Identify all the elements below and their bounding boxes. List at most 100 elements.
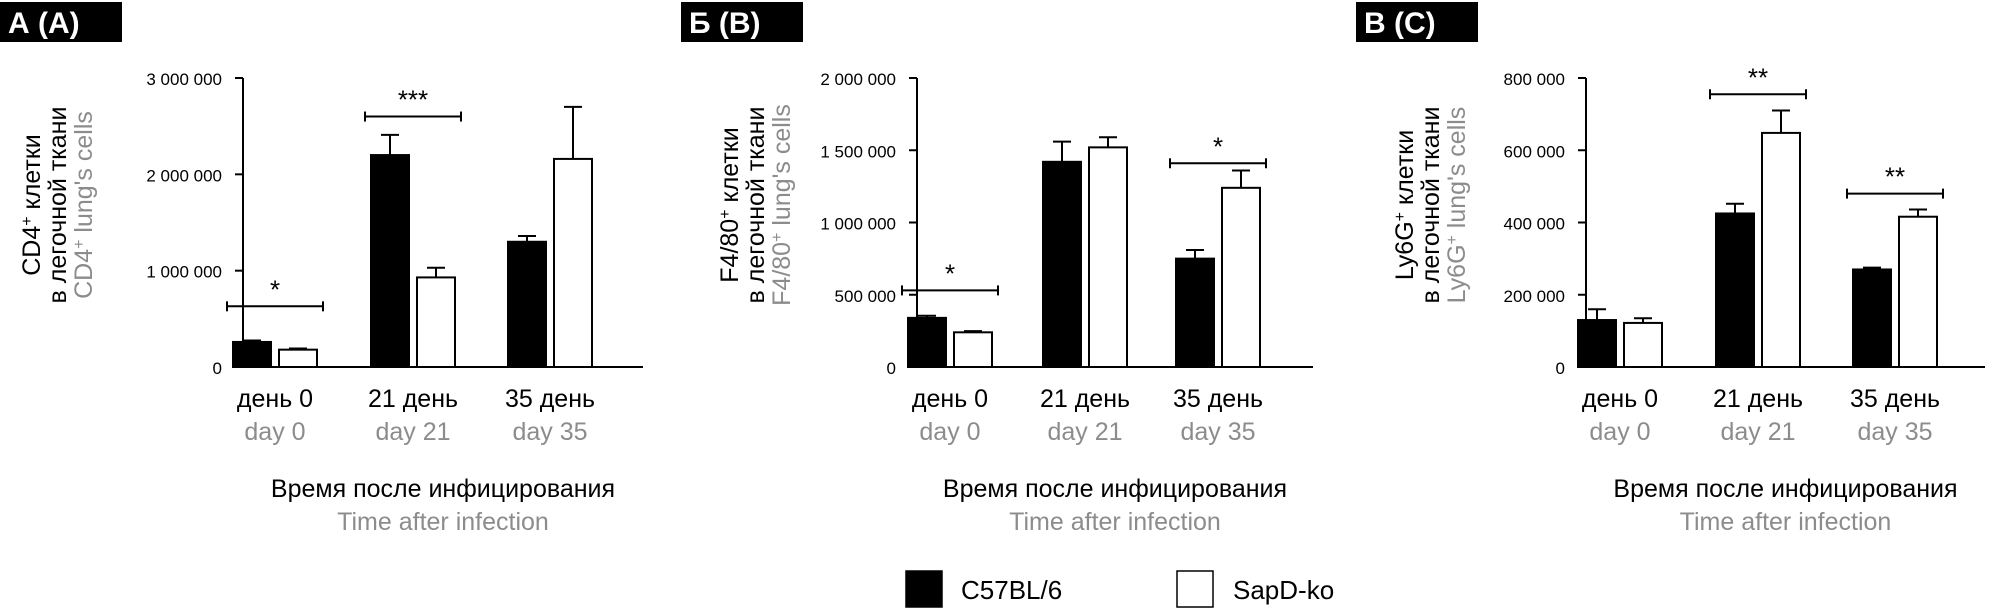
y-tick-label: 1 000 000 <box>820 215 896 234</box>
bar-sapd-ko <box>953 331 993 369</box>
y-axis-title-en: Ly6G+ lung's cells <box>1443 107 1471 304</box>
y-tick-label: 200 000 <box>1504 287 1565 306</box>
x-tick-label-en: day 35 <box>512 418 587 446</box>
y-tick-label: 1 000 000 <box>146 263 222 282</box>
bar-sapd-ko <box>1761 131 1801 368</box>
x-tick-label-en: day 21 <box>375 418 450 446</box>
bar-sapd-ko <box>1898 215 1938 368</box>
y-axis-title-ru-base: F4/80 <box>716 219 744 283</box>
bar-c57bl6 <box>1577 319 1617 369</box>
y-axis-title-en: CD4+ lung's cells <box>70 111 98 299</box>
bar-c57bl6 <box>1042 160 1082 368</box>
y-axis-title-en-rest: lung's cells <box>70 111 98 239</box>
y-tick-label: 3 000 000 <box>146 70 222 89</box>
y-axis-title-ru-sup: + <box>1392 212 1409 221</box>
y-axis-title-en: F4/80+ lung's cells <box>768 104 796 306</box>
y-tick-label: 0 <box>887 359 896 378</box>
x-axis-title-en: Time after infection <box>1680 508 1892 536</box>
bar-c57bl6 <box>232 340 272 369</box>
y-axis-title-ru: Ly6G+ клетки <box>1391 130 1419 280</box>
y-axis-title-en-base: CD4 <box>70 249 98 299</box>
bar-sapd-ko <box>1623 321 1663 368</box>
bar-c57bl6 <box>1852 268 1892 368</box>
y-tick-label: 600 000 <box>1504 142 1565 161</box>
bar-sapd-ko <box>1088 146 1128 368</box>
y-axis-title-ru-base: CD4 <box>18 226 46 276</box>
significance-label: * <box>945 258 955 288</box>
x-tick-label-en: day 21 <box>1047 418 1122 446</box>
bar-c57bl6 <box>507 240 547 368</box>
legend-item-sapd-ko: SapD-ko <box>1176 570 1334 608</box>
bar-c57bl6 <box>1715 212 1755 368</box>
y-axis-title-en-sup: + <box>1444 235 1461 244</box>
y-tick-label: 2 000 000 <box>820 70 896 89</box>
legend-swatch-sapd-ko <box>1176 570 1214 608</box>
x-tick-label-ru: день 0 <box>237 385 313 413</box>
y-axis-title-en-rest: lung's cells <box>768 104 796 232</box>
y-axis-title-en-base: Ly6G <box>1443 244 1471 303</box>
x-tick-label-ru: 21 день <box>368 385 458 413</box>
panel-label: А (A) <box>8 7 80 40</box>
y-tick-label: 500 000 <box>835 287 896 306</box>
significance-label: ** <box>1748 62 1768 92</box>
x-axis-title-ru: Время после инфицирования <box>271 475 615 503</box>
significance-label: * <box>270 274 280 304</box>
y-axis-title-ru-rest: клетки <box>1391 130 1419 212</box>
panel-label-box <box>681 2 803 42</box>
x-tick-label-ru: 21 день <box>1040 385 1130 413</box>
y-axis-title-en-rest: lung's cells <box>1443 107 1471 235</box>
x-tick-label-en: day 35 <box>1857 418 1932 446</box>
x-tick-label-ru: день 0 <box>1582 385 1658 413</box>
y-tick-label: 1 500 000 <box>820 142 896 161</box>
x-tick-label-en: day 0 <box>244 418 305 446</box>
y-tick-label: 0 <box>1556 359 1565 378</box>
legend-item-c57bl6: C57BL/6 <box>905 570 1062 608</box>
x-tick-label-en: day 21 <box>1720 418 1795 446</box>
bar-sapd-ko <box>416 276 456 368</box>
y-tick-label: 400 000 <box>1504 215 1565 234</box>
bar-c57bl6 <box>1175 257 1215 368</box>
y-tick-label: 0 <box>213 359 222 378</box>
y-axis-title-en-sup: + <box>769 233 786 242</box>
x-tick-label-ru: день 0 <box>912 385 988 413</box>
significance-label: *** <box>398 85 428 115</box>
panel-label: Б (B) <box>689 7 761 40</box>
panel-label-box <box>1356 2 1478 42</box>
y-axis-title-ru-rest: клетки <box>716 127 744 209</box>
legend-swatch-c57bl6 <box>905 570 943 608</box>
bar-sapd-ko <box>1221 186 1261 368</box>
chart-panel-0: А (A) 0 1 000 000 2 000 000 3 000 000 CD4+ кл… <box>0 2 643 536</box>
x-axis-title-en: Time after infection <box>337 508 549 536</box>
x-tick-label-ru: 35 день <box>505 385 595 413</box>
x-tick-label-ru: 35 день <box>1173 385 1263 413</box>
bar-sapd-ko <box>553 157 593 368</box>
y-axis-title-ru-line2: в легочной ткани <box>44 107 72 304</box>
y-axis-title-ru-sup: + <box>717 209 734 218</box>
y-axis-title-ru-line2: в легочной ткани <box>742 107 770 304</box>
legend: C57BL/6 SapD-ko <box>905 570 1334 608</box>
bar-c57bl6 <box>907 316 947 368</box>
bar-sapd-ko <box>278 348 318 369</box>
x-axis-title-en: Time after infection <box>1009 508 1221 536</box>
y-tick-label: 2 000 000 <box>146 166 222 185</box>
y-tick-label: 800 000 <box>1504 70 1565 89</box>
y-axis-title-ru-base: Ly6G <box>1391 221 1419 280</box>
significance-label: ** <box>1885 162 1905 192</box>
x-tick-label-en: day 0 <box>1589 418 1650 446</box>
x-axis-title-ru: Время после инфицирования <box>1613 475 1957 503</box>
x-tick-label-en: day 0 <box>919 418 980 446</box>
chart-panel-1: Б (B) 0 500 000 1 000 000 1 500 000 2 000 000… <box>681 2 1313 536</box>
x-axis-title-ru: Время после инфицирования <box>943 475 1287 503</box>
panel-label-box <box>0 2 122 42</box>
legend-label-c57bl6: C57BL/6 <box>961 575 1062 605</box>
x-tick-label-ru: 21 день <box>1713 385 1803 413</box>
panel-label: В (C) <box>1364 7 1436 40</box>
y-axis-title-ru: CD4+ клетки <box>18 134 46 276</box>
y-axis-title-en-sup: + <box>71 240 88 249</box>
significance-label: * <box>1213 131 1223 161</box>
bar-c57bl6 <box>370 154 410 368</box>
chart-panel-2: В (C) 0 200 000 400 000 600 000 800 000 Ly6G+ … <box>1356 2 1985 536</box>
y-axis-title-ru: F4/80+ клетки <box>716 127 744 282</box>
y-axis-title-ru-line2: в легочной ткани <box>1417 107 1445 304</box>
